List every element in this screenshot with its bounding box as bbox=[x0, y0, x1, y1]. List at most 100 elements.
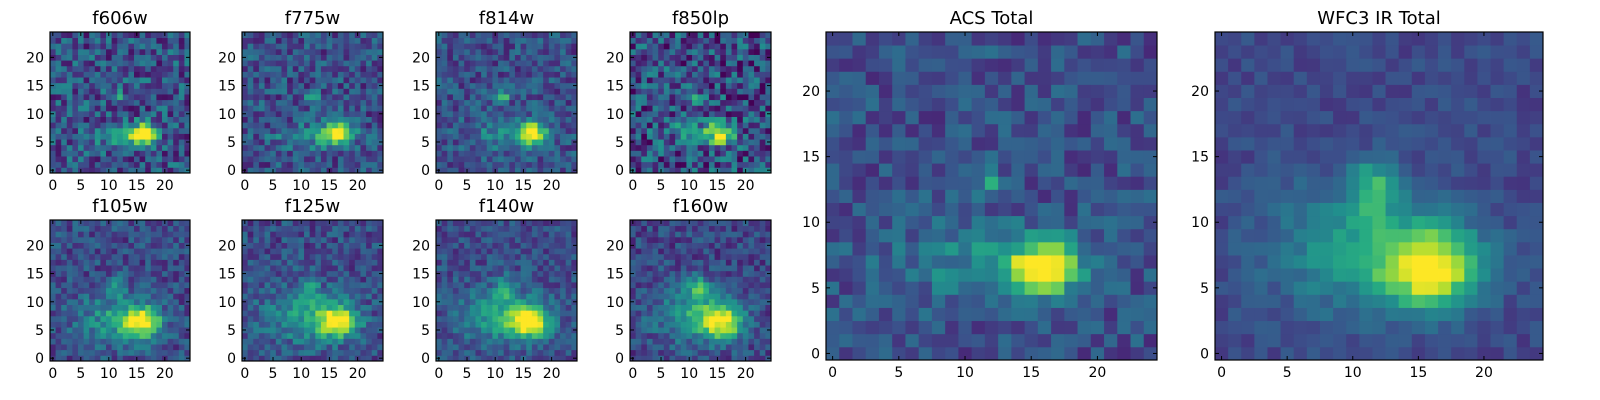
heatmap-cell bbox=[635, 37, 642, 44]
heatmap-cell bbox=[475, 161, 482, 168]
heatmap-cell bbox=[100, 94, 107, 101]
heatmap-cell bbox=[692, 355, 699, 362]
heatmap-cell bbox=[128, 82, 135, 89]
heatmap-cell bbox=[320, 139, 327, 146]
heatmap-cell bbox=[441, 94, 448, 101]
heatmap-cell bbox=[742, 287, 749, 294]
heatmap-cell bbox=[554, 54, 561, 61]
heatmap-cell bbox=[111, 220, 118, 227]
heatmap-cell bbox=[253, 156, 260, 163]
heatmap-cell bbox=[360, 105, 367, 112]
heatmap-cell bbox=[560, 270, 567, 277]
heatmap-cell bbox=[630, 65, 637, 72]
heatmap-cell bbox=[173, 144, 180, 151]
heatmap-cell bbox=[281, 310, 288, 317]
heatmap-cell bbox=[630, 338, 637, 345]
heatmap-cell bbox=[725, 139, 732, 146]
heatmap-cell bbox=[731, 293, 738, 300]
heatmap-cell bbox=[548, 139, 555, 146]
heatmap-cell bbox=[731, 167, 738, 174]
heatmap-cell bbox=[156, 32, 163, 39]
heatmap-cell bbox=[66, 156, 73, 163]
heatmap-cell bbox=[292, 32, 299, 39]
heatmap-cell bbox=[371, 242, 378, 249]
heatmap-cell bbox=[66, 265, 73, 272]
heatmap-cell bbox=[111, 293, 118, 300]
heatmap-cell bbox=[184, 127, 191, 134]
heatmap-cell bbox=[565, 293, 572, 300]
heatmap-cell bbox=[78, 48, 84, 55]
heatmap-cell bbox=[481, 344, 488, 351]
heatmap-cell bbox=[106, 105, 112, 112]
heatmap-cell bbox=[765, 65, 772, 72]
heatmap-cell bbox=[55, 253, 62, 260]
heatmap-cell bbox=[354, 43, 361, 50]
heatmap-cell bbox=[242, 332, 249, 339]
heatmap-cell bbox=[55, 65, 62, 72]
heatmap-cell bbox=[486, 220, 493, 227]
x-tick-label: 0 bbox=[48, 178, 57, 194]
heatmap-cell bbox=[287, 236, 294, 243]
heatmap-cell bbox=[663, 332, 670, 339]
heatmap-cell bbox=[258, 110, 265, 117]
heatmap-cell bbox=[292, 77, 299, 84]
heatmap-cell bbox=[675, 43, 682, 50]
heatmap-cell bbox=[652, 310, 659, 317]
heatmap-cell bbox=[106, 122, 112, 129]
heatmap-cell bbox=[754, 133, 761, 140]
heatmap-cell bbox=[503, 127, 510, 134]
heatmap-cell bbox=[692, 127, 699, 134]
heatmap-cell bbox=[83, 327, 90, 334]
heatmap-cell bbox=[117, 60, 124, 67]
heatmap-cell bbox=[492, 133, 499, 140]
heatmap-cell bbox=[441, 327, 448, 334]
heatmap-cell bbox=[145, 116, 152, 123]
heatmap-cell bbox=[486, 77, 493, 84]
heatmap-cell bbox=[128, 304, 135, 311]
heatmap-cell bbox=[554, 220, 561, 227]
heatmap-cell bbox=[66, 282, 73, 289]
heatmap-cell bbox=[83, 54, 90, 61]
heatmap-cell bbox=[571, 150, 578, 157]
heatmap-cell bbox=[150, 321, 157, 328]
heatmap-cell bbox=[281, 48, 288, 55]
heatmap-cell bbox=[646, 293, 653, 300]
heatmap-cell bbox=[270, 65, 277, 72]
heatmap-cell bbox=[458, 298, 465, 305]
heatmap-cell bbox=[111, 94, 118, 101]
heatmap-cell bbox=[759, 282, 766, 289]
y-tick-label: 20 bbox=[26, 238, 44, 254]
heatmap-cell bbox=[526, 116, 533, 123]
heatmap-cell bbox=[173, 270, 180, 277]
heatmap-cell bbox=[247, 65, 254, 72]
heatmap-cell bbox=[469, 48, 476, 55]
heatmap-cell bbox=[270, 225, 277, 232]
heatmap-cell bbox=[436, 321, 443, 328]
heatmap-cell bbox=[531, 231, 538, 238]
heatmap-cell bbox=[537, 225, 544, 232]
heatmap-cell bbox=[554, 82, 561, 89]
heatmap-cell bbox=[122, 304, 129, 311]
heatmap-cell bbox=[754, 355, 761, 362]
heatmap-cell bbox=[253, 310, 260, 317]
heatmap-cell bbox=[464, 54, 471, 61]
heatmap-cell bbox=[360, 259, 367, 266]
heatmap-cell bbox=[481, 139, 488, 146]
heatmap-cell bbox=[178, 54, 185, 61]
heatmap-cell bbox=[646, 167, 653, 174]
heatmap-cell bbox=[652, 60, 659, 67]
heatmap-cell bbox=[106, 116, 112, 123]
heatmap-cell bbox=[658, 94, 665, 101]
heatmap-cell bbox=[292, 37, 299, 44]
heatmap-cell bbox=[498, 310, 505, 317]
heatmap-cell bbox=[754, 344, 761, 351]
heatmap-cell bbox=[554, 310, 561, 317]
heatmap-cell bbox=[759, 37, 766, 44]
heatmap-cell bbox=[349, 65, 356, 72]
heatmap-cell bbox=[669, 355, 676, 362]
heatmap-cell bbox=[287, 99, 294, 106]
heatmap-cell bbox=[548, 77, 555, 84]
heatmap-cell bbox=[315, 144, 322, 151]
heatmap-cell bbox=[162, 54, 168, 61]
heatmap-cell bbox=[543, 71, 550, 78]
